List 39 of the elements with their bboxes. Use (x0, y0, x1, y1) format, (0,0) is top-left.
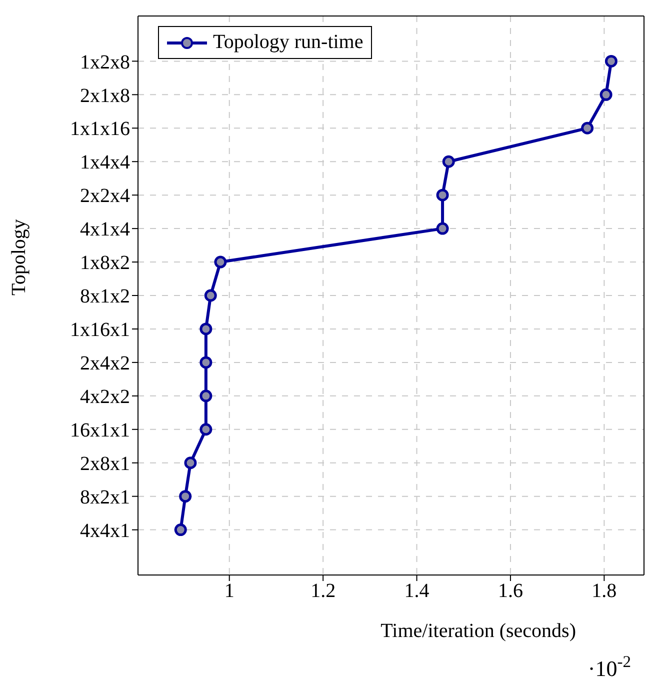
y-tick-label: 1x2x8 (80, 51, 130, 74)
point (214, 256, 227, 268)
y-tick-label: 4x2x2 (80, 386, 130, 408)
x-tick-label: 1.6 (498, 580, 523, 602)
y-tick-label: 1x8x2 (80, 252, 130, 274)
y-tick-label: 2x8x1 (80, 452, 130, 475)
x-axis-title: Time/iteration (seconds) (380, 620, 576, 642)
point (200, 356, 212, 369)
point (184, 456, 197, 470)
point (436, 222, 449, 235)
point (436, 188, 449, 202)
x-tick-label: 1.8 (592, 580, 617, 602)
y-axis-title: Topology (8, 219, 30, 296)
point (442, 155, 455, 168)
point (179, 490, 192, 503)
y-tick-label: 1x16x1 (70, 319, 130, 342)
x-tick-label: 1.2 (310, 580, 336, 602)
point (200, 322, 212, 336)
x-tick-label: 1.4 (404, 580, 430, 602)
y-tick-label: 4x1x4 (80, 218, 130, 241)
y-tick-label: 2x2x4 (80, 185, 130, 208)
point (581, 122, 594, 134)
point (600, 88, 612, 101)
axis-multiplier: ·10$^{-2}$ (551, 642, 641, 684)
y-tick-label: 16x1x1 (70, 419, 130, 442)
y-tick-label: 2x1x8 (80, 84, 130, 107)
y-tick-label: 4x4x1 (80, 520, 130, 542)
point (204, 289, 217, 302)
y-tick-label: 1x1x16 (70, 118, 130, 140)
x-tick-label: 1 (224, 580, 234, 602)
legend-label: Topology run-time (213, 31, 364, 54)
point (174, 524, 187, 536)
point (200, 390, 212, 402)
y-tick-label: 1x4x4 (80, 152, 130, 174)
y-tick-label: 8x2x1 (80, 486, 130, 508)
y-tick-label: 2x4x2 (80, 352, 130, 375)
point (604, 54, 618, 68)
point (200, 423, 212, 436)
y-tick-label: 8x1x2 (80, 286, 130, 308)
